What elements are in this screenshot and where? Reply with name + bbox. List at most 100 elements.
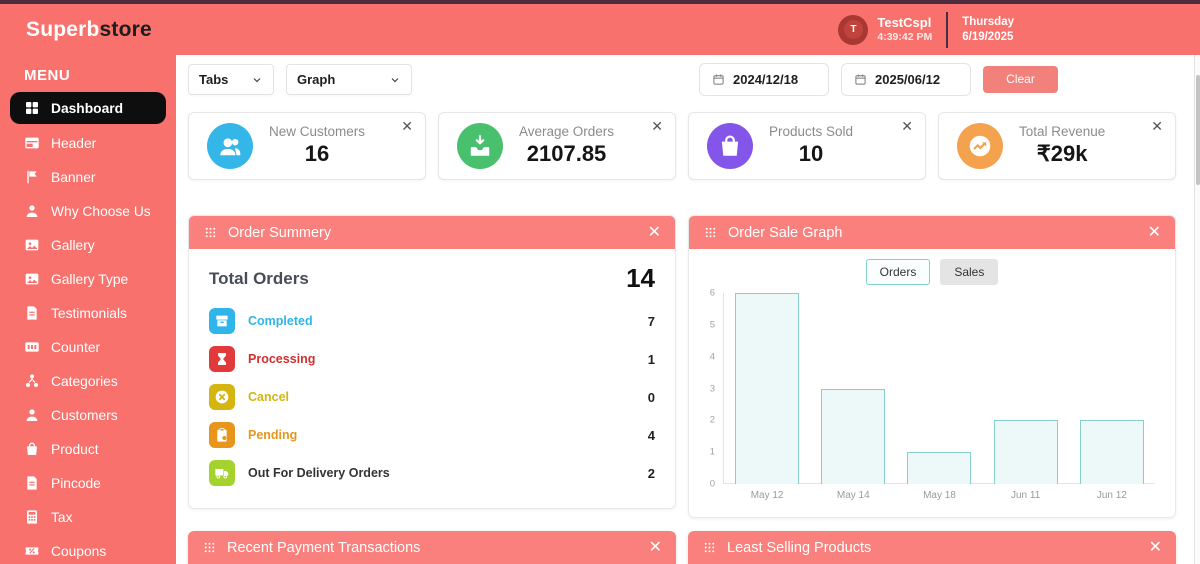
y-tick-label: 6 [709, 287, 715, 299]
sidebar-item-gallery-type[interactable]: Gallery Type [10, 264, 166, 294]
sidebar-item-label: Customers [51, 407, 118, 423]
sidebar-item-tax[interactable]: Tax [10, 502, 166, 532]
stat-value: 2107.85 [526, 141, 607, 167]
order-status-value: 0 [647, 389, 655, 405]
bar-slot [724, 293, 810, 484]
close-icon[interactable]: ✕ [1147, 223, 1161, 241]
sidebar-item-testimonials[interactable]: Testimonials [10, 298, 166, 328]
date-from-value: 2024/12/18 [733, 71, 799, 87]
bar-may-18[interactable] [907, 452, 972, 484]
topbar-right: T TestCspl 4:39:42 PM Thursday 6/19/2025 [838, 11, 1174, 48]
sidebar-item-counter[interactable]: Counter [10, 332, 166, 362]
sidebar-item-pincode[interactable]: Pincode [10, 468, 166, 498]
y-tick-label: 2 [709, 414, 715, 426]
close-icon[interactable]: ✕ [1148, 538, 1162, 556]
stat-card-new-customers: New Customers 16 ✕ [188, 112, 426, 180]
stat-title: Products Sold [769, 123, 854, 139]
sidebar-item-product[interactable]: Product [10, 434, 166, 464]
close-icon[interactable]: ✕ [647, 223, 661, 241]
drag-handle-icon[interactable] [702, 540, 717, 555]
drag-handle-icon[interactable] [203, 225, 218, 240]
bar-jun-12[interactable] [1079, 420, 1144, 484]
clipboard-icon [209, 422, 235, 448]
close-icon[interactable]: ✕ [648, 538, 662, 556]
order-summary-row-cancel: Cancel 0 [209, 378, 655, 416]
chevron-down-icon [389, 73, 401, 85]
sidebar-nav: Dashboard Header Banner Why Choose Us Galler… [0, 92, 176, 564]
close-icon[interactable]: ✕ [401, 118, 413, 134]
graph-select[interactable]: Graph [286, 63, 412, 95]
order-status-value: 2 [647, 465, 655, 481]
clear-button[interactable]: Clear [983, 65, 1058, 93]
date-from-input[interactable]: 2024/12/18 [699, 62, 829, 96]
user-name: TestCspl [877, 14, 932, 30]
bar-slot [983, 293, 1069, 484]
close-icon[interactable]: ✕ [651, 118, 663, 134]
order-summary-row-out-for-delivery-orders: Out For Delivery Orders 2 [209, 454, 655, 492]
panel-title: Recent Payment Transactions [227, 539, 421, 556]
user-block[interactable]: T TestCspl 4:39:42 PM [838, 14, 932, 45]
stat-value: 10 [798, 141, 824, 167]
order-summary-title: Order Summery [228, 224, 332, 241]
chevron-down-icon [251, 73, 263, 85]
chart-series-toggle: Orders Sales [689, 249, 1175, 285]
avatar[interactable]: T [838, 14, 869, 45]
stat-meta: Products Sold 10 [769, 123, 853, 169]
stat-meta: Total Revenue ₹29k [1019, 123, 1105, 169]
date-to-input[interactable]: 2025/06/12 [841, 62, 971, 96]
date-filter-cluster: 2024/12/18 2025/06/12 Clear [699, 62, 1058, 96]
topbar-divider [946, 11, 949, 48]
user-meta: TestCspl 4:39:42 PM [877, 15, 932, 44]
bar-may-14[interactable] [821, 388, 886, 484]
panel-title: Least Selling Products [727, 539, 872, 556]
sidebar-item-gallery[interactable]: Gallery [10, 230, 166, 260]
x-tick-label: May 12 [750, 490, 784, 501]
bar-chart: 0 1 2 3 4 5 6 May 12 May 14 May 18 Jun 11 Jun 12 [699, 288, 1161, 505]
date-label: 6/19/2025 [962, 30, 1014, 43]
order-status-value: 7 [647, 313, 655, 329]
close-icon[interactable]: ✕ [901, 118, 913, 134]
stat-title: New Customers [269, 123, 366, 139]
panel-recent-payment-transactions: Recent Payment Transactions ✕ [188, 531, 676, 564]
scrollbar-track[interactable] [1194, 55, 1200, 564]
sidebar-item-label: Banner [51, 169, 96, 185]
tabs-select[interactable]: Tabs [188, 63, 274, 95]
stat-card-total-revenue: Total Revenue ₹29k ✕ [938, 112, 1176, 180]
chart-x-axis: May 12 May 14 May 18 Jun 11 Jun 12 [724, 490, 1155, 501]
y-tick-label: 5 [709, 319, 715, 331]
bar-jun-11[interactable] [993, 420, 1058, 484]
sidebar-item-coupons[interactable]: Coupons [10, 536, 166, 564]
order-summary-panel: Order Summery ✕ Total Orders 14 Complete… [188, 215, 676, 509]
people-icon [207, 123, 253, 169]
order-sale-graph-header: Order Sale Graph ✕ [689, 216, 1175, 249]
stat-title: Total Revenue [1019, 123, 1106, 139]
sidebar-item-header[interactable]: Header [10, 128, 166, 158]
drag-handle-icon[interactable] [703, 225, 718, 240]
close-icon[interactable]: ✕ [1151, 118, 1163, 134]
topbar-date: Thursday 6/19/2025 [962, 15, 1174, 45]
sidebar-item-why-choose-us[interactable]: Why Choose Us [10, 196, 166, 226]
person-icon [24, 203, 40, 219]
document-icon [24, 305, 40, 321]
scrollbar-thumb[interactable] [1196, 75, 1200, 185]
order-summary-row-pending: Pending 4 [209, 416, 655, 454]
sidebar-item-categories[interactable]: Categories [10, 366, 166, 396]
sidebar: MENU Dashboard Header Banner Why Choose Us G… [0, 55, 176, 564]
toggle-sales-button[interactable]: Sales [940, 259, 999, 285]
stat-card-average-orders: Average Orders 2107.85 ✕ [438, 112, 676, 180]
bar-may-12[interactable] [735, 293, 800, 484]
sidebar-item-label: Testimonials [51, 305, 127, 321]
top-accent-strip [0, 0, 1200, 4]
categories-icon [24, 373, 40, 389]
order-status-label: Processing [248, 352, 316, 366]
drag-handle-icon[interactable] [202, 540, 217, 555]
sidebar-item-dashboard[interactable]: Dashboard [10, 92, 166, 124]
stat-value: ₹29k [1036, 141, 1088, 167]
toggle-orders-button[interactable]: Orders [865, 259, 931, 285]
order-sale-graph-title: Order Sale Graph [728, 224, 843, 241]
graph-select-value: Graph [297, 71, 336, 87]
sidebar-item-banner[interactable]: Banner [10, 162, 166, 192]
logo-secondary: store [99, 17, 152, 41]
sidebar-item-customers[interactable]: Customers [10, 400, 166, 430]
order-status-label: Cancel [248, 390, 289, 404]
